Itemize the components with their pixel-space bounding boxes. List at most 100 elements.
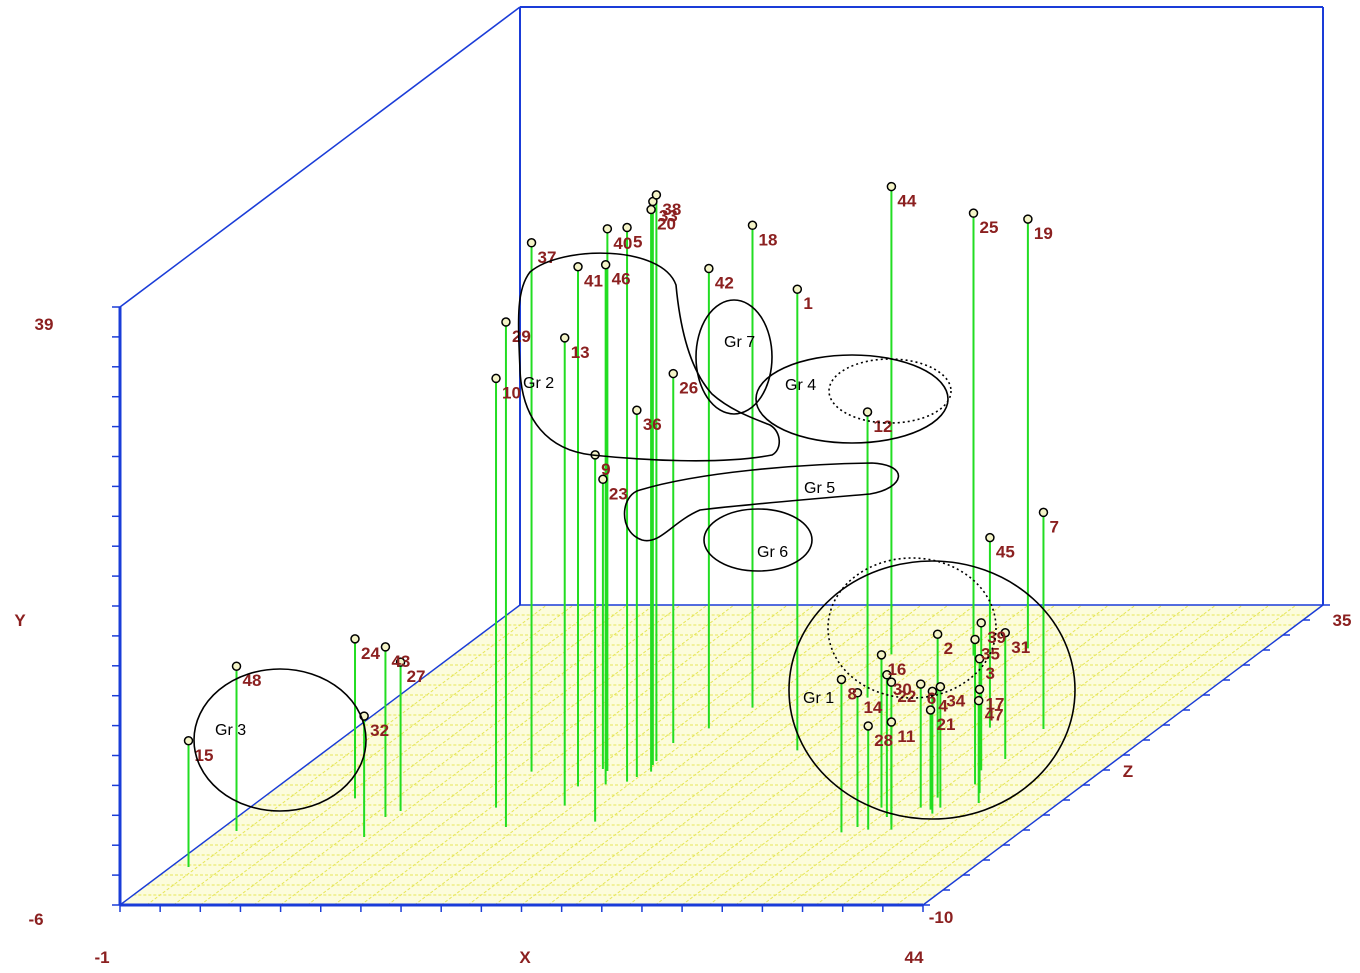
point-label-34: 34 (946, 692, 965, 711)
point-marker-41 (573, 261, 583, 272)
point-label-41: 41 (584, 272, 603, 291)
point-label-28: 28 (874, 731, 893, 750)
x-axis-min-label: -1 (94, 948, 109, 967)
point-marker-40 (602, 224, 613, 234)
point-label-21: 21 (937, 715, 956, 734)
point-label-1: 1 (803, 294, 812, 313)
point-marker-13 (559, 333, 570, 343)
point-label-20: 20 (657, 215, 676, 234)
floor-grid-line-x (253, 604, 655, 906)
point-marker-44 (886, 181, 897, 192)
point-label-13: 13 (571, 343, 590, 362)
point-label-32: 32 (370, 721, 389, 740)
y-axis-min-label: -6 (28, 910, 43, 929)
point-label-8: 8 (847, 685, 856, 704)
point-marker-31 (1000, 628, 1010, 638)
point-marker-38 (651, 190, 662, 200)
point-marker-18 (747, 220, 758, 231)
left-top-edge (119, 6, 521, 308)
point-label-30: 30 (893, 680, 912, 699)
group-2-outline (517, 252, 781, 462)
point-marker-43 (380, 642, 391, 652)
group-label-7: Gr 7 (724, 334, 755, 351)
group-label-5: Gr 5 (804, 480, 835, 497)
point-marker-39 (976, 618, 986, 628)
point-marker-45 (985, 532, 995, 543)
point-marker-28 (863, 721, 873, 731)
point-marker-6 (915, 679, 926, 689)
point-marker-10 (491, 373, 501, 384)
point-label-22: 22 (897, 687, 916, 706)
group-4-outline (755, 354, 949, 444)
point-label-33: 33 (659, 207, 678, 226)
group-labels: Gr 1 Gr 2 Gr 3 Gr 4 Gr 5 Gr 6 Gr 7 (215, 334, 835, 739)
point-label-14: 14 (863, 698, 882, 717)
point-marker-24 (350, 634, 360, 644)
point-marker-47 (973, 695, 984, 706)
group-7-outline (695, 299, 773, 415)
point-marker-37 (526, 238, 537, 248)
point-marker-8 (836, 674, 847, 685)
point-label-5: 5 (633, 233, 642, 252)
point-label-25: 25 (980, 218, 999, 237)
point-marker-35 (970, 634, 980, 645)
point-markers (183, 181, 1049, 746)
point-label-36: 36 (643, 415, 662, 434)
floor-grid-line-x (414, 604, 815, 906)
group-6-outline (703, 508, 813, 572)
group-outlines (193, 252, 1076, 820)
point-marker-30 (882, 670, 892, 680)
point-marker-29 (501, 317, 511, 327)
floor-grid-line-x (842, 604, 1243, 906)
point-label-11: 11 (897, 727, 915, 746)
point-label-17: 17 (986, 694, 1005, 713)
point-marker-42 (704, 263, 714, 274)
point-marker-26 (668, 368, 679, 379)
point-label-12: 12 (874, 417, 893, 436)
point-label-24: 24 (361, 644, 380, 663)
axis-ticks (112, 306, 1330, 912)
point-marker-48 (231, 661, 242, 671)
point-marker-19 (1023, 214, 1033, 224)
axis-labels: 39 Y -6 -1 X 44 -10 Z 35 (14, 315, 1351, 967)
floor-grid-line-x (815, 604, 1217, 906)
point-marker-23 (598, 474, 608, 485)
point-label-29: 29 (512, 327, 531, 346)
point-marker-7 (1038, 507, 1049, 518)
point-marker-16 (876, 650, 887, 660)
point-label-9: 9 (601, 460, 610, 479)
x-axis-max-label: 44 (905, 948, 924, 967)
point-stems (187, 186, 1045, 867)
point-marker-5 (622, 222, 632, 233)
point-label-42: 42 (715, 274, 734, 293)
z-axis-title: Z (1123, 762, 1133, 781)
point-label-18: 18 (758, 230, 777, 249)
point-marker-27 (395, 657, 406, 667)
point-label-45: 45 (996, 543, 1015, 562)
point-marker-36 (632, 405, 642, 415)
point-marker-2 (932, 629, 943, 639)
point-marker-25 (968, 208, 979, 218)
floor-grid-line-x (895, 604, 1297, 906)
floor-left-edge (119, 604, 521, 906)
group-1-outline (788, 560, 1076, 820)
floor-grid-line-x (788, 604, 1190, 906)
group-5-outline (623, 462, 900, 542)
group-label-6: Gr 6 (757, 544, 788, 561)
y-axis-title: Y (14, 611, 26, 630)
floor-grid-line-x (333, 604, 735, 906)
point-label-16: 16 (887, 660, 906, 679)
point-marker-15 (183, 736, 194, 746)
point-label-38: 38 (662, 200, 681, 219)
point-marker-3 (974, 654, 985, 664)
point-label-15: 15 (195, 746, 214, 765)
point-label-3: 3 (986, 664, 995, 683)
point-label-23: 23 (609, 484, 628, 503)
group-label-1: Gr 1 (803, 690, 834, 707)
z-axis-max-label: 35 (1333, 611, 1352, 630)
y-axis-max-label: 39 (35, 315, 54, 334)
z-axis-min-label: -10 (929, 908, 954, 927)
point-label-43: 43 (391, 652, 410, 671)
floor-grid (133, 604, 1310, 906)
